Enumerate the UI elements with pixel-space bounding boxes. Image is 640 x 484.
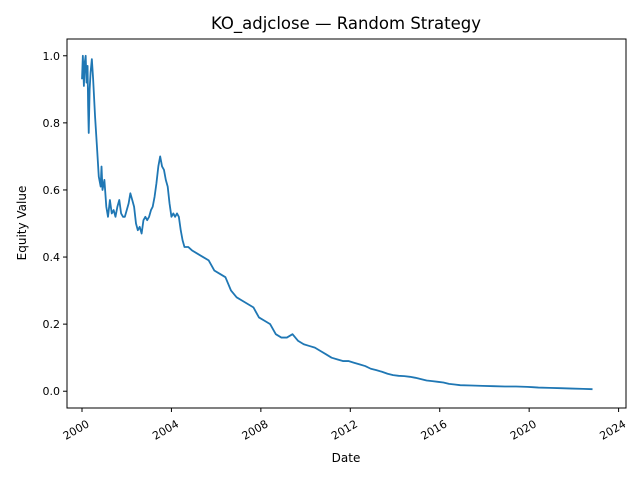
- y-tick-label: 0.6: [43, 184, 61, 197]
- plot-frame: [66, 38, 627, 409]
- y-tick-label: 0.4: [43, 251, 61, 264]
- y-axis-label: Equity Value: [15, 186, 29, 261]
- y-tick-label: 0.0: [43, 385, 61, 398]
- series-line-equity: [81, 54, 593, 391]
- plot-area: [81, 54, 593, 391]
- y-tick-label: 0.8: [43, 117, 61, 130]
- y-tick-label: 1.0: [43, 50, 61, 63]
- x-axis-label: Date: [332, 451, 361, 465]
- y-tick-label: 0.2: [43, 318, 61, 331]
- y-axis: 0.0 0.2 0.4 0.6 0.8 1.0: [43, 50, 67, 398]
- chart-title: KO_adjclose — Random Strategy: [211, 14, 481, 34]
